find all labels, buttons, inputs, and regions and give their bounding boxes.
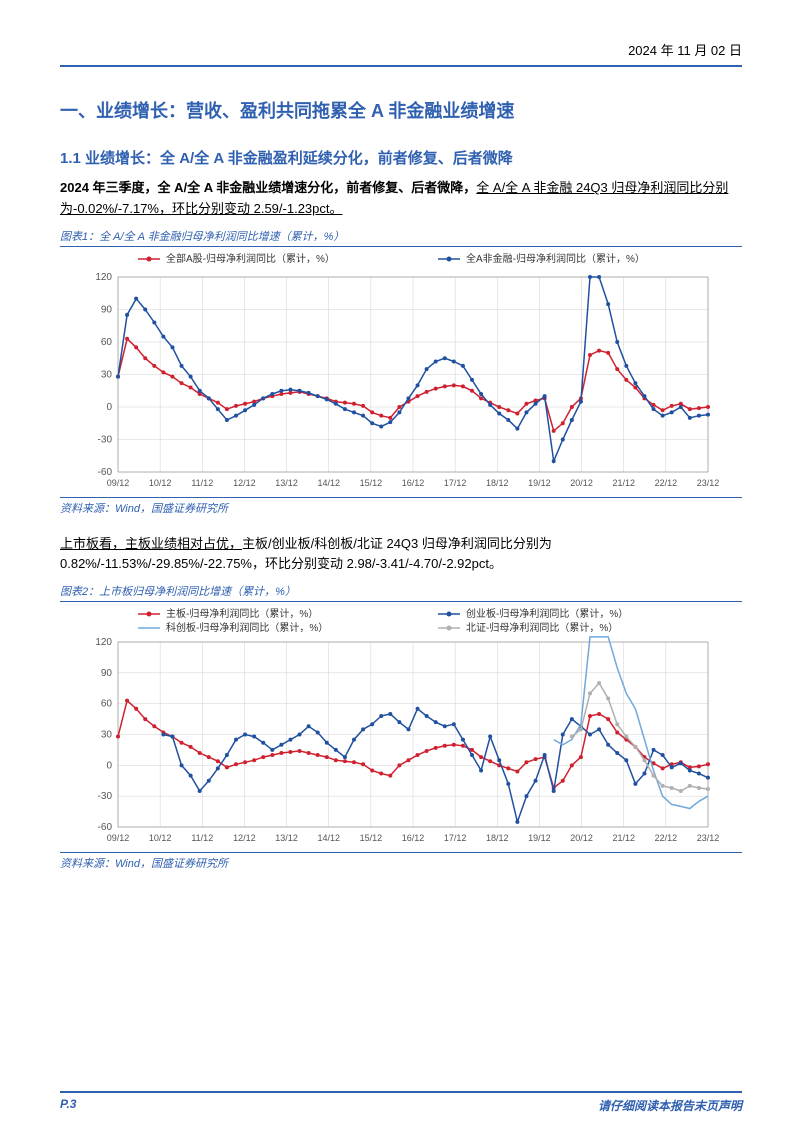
chart2-caption: 图表2：上市板归母净利润同比增速（累计，%）: [60, 583, 742, 602]
svg-text:-30: -30: [98, 791, 113, 802]
chart2-source: 资料来源：Wind，国盛证券研究所: [60, 852, 742, 871]
svg-text:60: 60: [101, 337, 113, 348]
svg-text:14/12: 14/12: [317, 833, 340, 843]
header-date: 2024 年 11 月 02 日: [60, 40, 742, 67]
paragraph-1: 2024 年三季度，全 A/全 A 非金融业绩增速分化，前者修复、后者微降，全 …: [60, 178, 742, 220]
svg-text:20/12: 20/12: [570, 833, 593, 843]
svg-text:10/12: 10/12: [149, 833, 172, 843]
svg-text:北证-归母净利润同比（累计，%）: 北证-归母净利润同比（累计，%）: [466, 621, 618, 634]
svg-text:科创板-归母净利润同比（累计，%）: 科创板-归母净利润同比（累计，%）: [166, 621, 328, 634]
section-heading-2: 1.1 业绩增长：全 A/全 A 非金融盈利延续分化，前者修复、后者微降: [60, 147, 742, 168]
p2-underline: 上市板看，主板业绩相对占优，: [60, 536, 242, 551]
svg-text:60: 60: [101, 699, 113, 710]
svg-text:30: 30: [101, 730, 113, 741]
svg-text:120: 120: [95, 272, 112, 283]
svg-text:创业板-归母净利润同比（累计，%）: 创业板-归母净利润同比（累计，%）: [466, 607, 628, 620]
svg-text:-60: -60: [98, 467, 113, 478]
svg-text:19/12: 19/12: [528, 833, 551, 843]
svg-text:15/12: 15/12: [360, 833, 383, 843]
svg-text:30: 30: [101, 369, 113, 380]
svg-text:23/12: 23/12: [697, 478, 720, 488]
svg-text:120: 120: [95, 637, 112, 648]
svg-text:16/12: 16/12: [402, 478, 425, 488]
svg-text:12/12: 12/12: [233, 833, 256, 843]
svg-text:10/12: 10/12: [149, 478, 172, 488]
chart1: -60 -30 0 30 60 90 120 09/12 10/12 11/12 12/12 13/1…: [60, 247, 742, 497]
svg-text:11/12: 11/12: [191, 478, 213, 488]
svg-text:22/12: 22/12: [655, 478, 678, 488]
svg-text:11/12: 11/12: [191, 833, 213, 843]
p1-bold: 2024 年三季度，全 A/全 A 非金融业绩增速分化，前者修复、后者微降，: [60, 180, 476, 195]
svg-text:0: 0: [106, 402, 112, 413]
chart1-caption: 图表1：全 A/全 A 非金融归母净利润同比增速（累计，%）: [60, 228, 742, 247]
svg-text:20/12: 20/12: [570, 478, 593, 488]
svg-text:23/12: 23/12: [697, 833, 720, 843]
svg-text:全部A股-归母净利润同比（累计，%）: 全部A股-归母净利润同比（累计，%）: [166, 252, 335, 265]
paragraph-2: 上市板看，主板业绩相对占优，主板/创业板/科创板/北证 24Q3 归母净利润同比…: [60, 534, 742, 576]
svg-text:-30: -30: [98, 434, 113, 445]
svg-text:-60: -60: [98, 822, 113, 833]
svg-text:90: 90: [101, 304, 113, 315]
svg-text:12/12: 12/12: [233, 478, 256, 488]
svg-text:18/12: 18/12: [486, 833, 509, 843]
footer-disclaimer: 请仔细阅读本报告末页声明: [598, 1097, 742, 1114]
page-number: P.3: [60, 1097, 76, 1114]
svg-text:14/12: 14/12: [317, 478, 340, 488]
svg-text:90: 90: [101, 668, 113, 679]
chart2: -60 -30 0 30 60 90 120 09/12 10/12 11/12 12/12 13/1…: [60, 602, 742, 852]
svg-text:17/12: 17/12: [444, 478, 467, 488]
svg-text:13/12: 13/12: [275, 478, 298, 488]
svg-text:16/12: 16/12: [402, 833, 425, 843]
svg-text:主板-归母净利润同比（累计，%）: 主板-归母净利润同比（累计，%）: [166, 607, 318, 620]
svg-text:09/12: 09/12: [107, 833, 130, 843]
svg-text:19/12: 19/12: [528, 478, 551, 488]
chart1-source: 资料来源：Wind，国盛证券研究所: [60, 497, 742, 516]
svg-text:0: 0: [106, 761, 112, 772]
svg-text:21/12: 21/12: [612, 833, 635, 843]
svg-text:15/12: 15/12: [360, 478, 383, 488]
svg-text:18/12: 18/12: [486, 478, 509, 488]
svg-text:17/12: 17/12: [444, 833, 467, 843]
svg-text:全A非金融-归母净利润同比（累计，%）: 全A非金融-归母净利润同比（累计，%）: [466, 252, 645, 265]
page-footer: P.3 请仔细阅读本报告末页声明: [60, 1091, 742, 1114]
svg-text:21/12: 21/12: [612, 478, 635, 488]
section-heading-1: 一、业绩增长：营收、盈利共同拖累全 A 非金融业绩增速: [60, 97, 742, 123]
svg-text:13/12: 13/12: [275, 833, 298, 843]
svg-text:09/12: 09/12: [107, 478, 130, 488]
svg-text:22/12: 22/12: [655, 833, 678, 843]
